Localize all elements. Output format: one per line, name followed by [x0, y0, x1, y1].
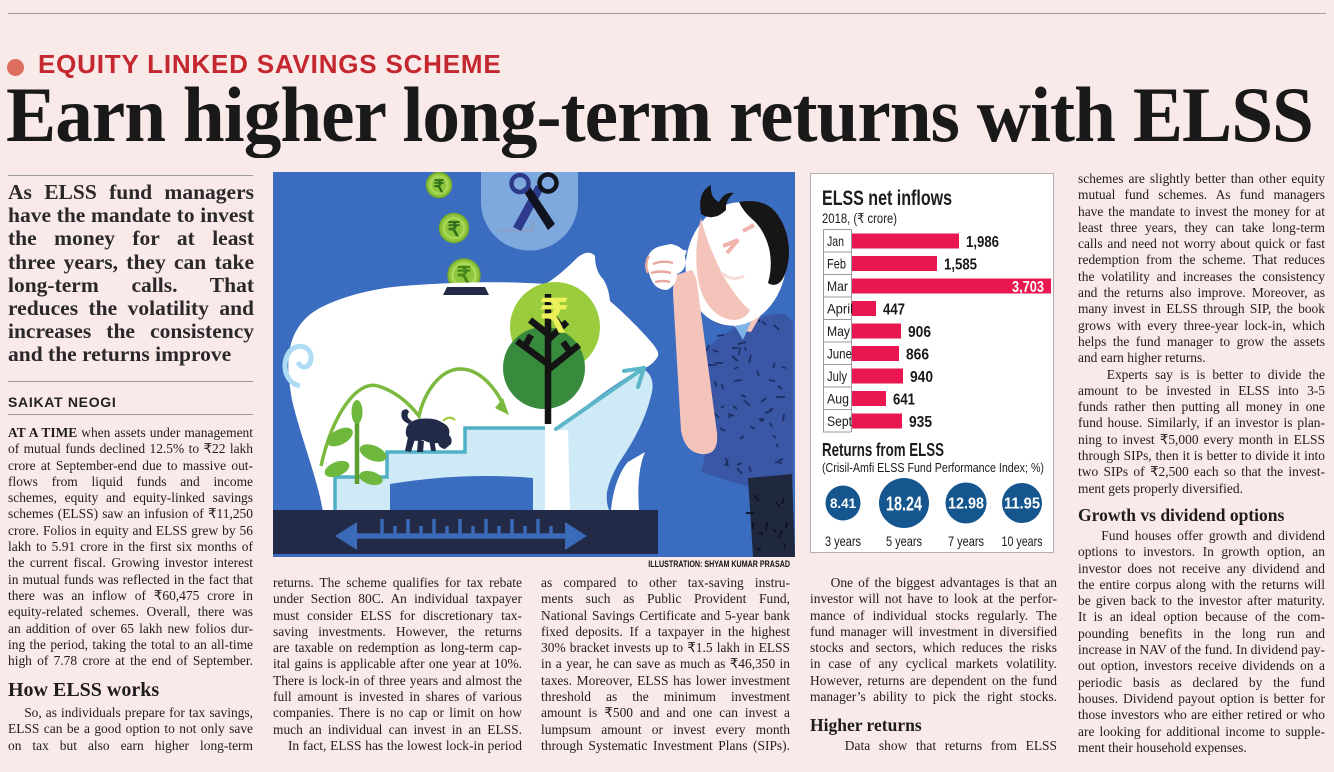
svg-text:447: 447 [883, 302, 905, 319]
svg-text:₹: ₹ [457, 263, 472, 288]
svg-text:May: May [827, 323, 850, 339]
svg-text:940: 940 [910, 369, 933, 386]
svg-text:935: 935 [909, 414, 932, 431]
svg-text:Returns from ELSS: Returns from ELSS [822, 439, 944, 460]
svg-text:18.24: 18.24 [886, 493, 922, 516]
svg-text:2018, (₹ crore): 2018, (₹ crore) [822, 211, 897, 226]
svg-text:Aug: Aug [827, 391, 849, 407]
svg-text:April: April [827, 301, 853, 317]
svg-text:(Crisil-Amfi ELSS Fund Perform: (Crisil-Amfi ELSS Fund Performance Index… [822, 460, 1044, 475]
svg-text:₹: ₹ [448, 219, 461, 241]
svg-text:Sept: Sept [827, 413, 852, 429]
svg-text:1,986: 1,986 [966, 234, 999, 251]
svg-text:June: June [827, 346, 852, 362]
svg-text:906: 906 [908, 324, 931, 341]
svg-text:7 years: 7 years [948, 533, 984, 549]
svg-text:8.41: 8.41 [830, 495, 856, 511]
svg-text:866: 866 [906, 347, 929, 364]
svg-text:3,703: 3,703 [1012, 279, 1044, 296]
svg-text:₹: ₹ [539, 291, 568, 342]
svg-text:₹: ₹ [434, 177, 445, 196]
svg-text:Feb: Feb [827, 256, 846, 272]
svg-text:3 years: 3 years [825, 533, 861, 549]
svg-text:Mar: Mar [827, 278, 848, 294]
svg-text:10 years: 10 years [1002, 533, 1043, 549]
svg-text:11.95: 11.95 [1004, 496, 1040, 513]
svg-text:Jan: Jan [827, 233, 844, 249]
svg-text:641: 641 [893, 392, 915, 409]
svg-text:ELSS net inflows: ELSS net inflows [822, 187, 952, 210]
svg-text:5 years: 5 years [886, 533, 922, 549]
svg-text:July: July [827, 368, 847, 384]
svg-text:12.98: 12.98 [948, 496, 984, 513]
svg-text:1,585: 1,585 [944, 257, 977, 274]
